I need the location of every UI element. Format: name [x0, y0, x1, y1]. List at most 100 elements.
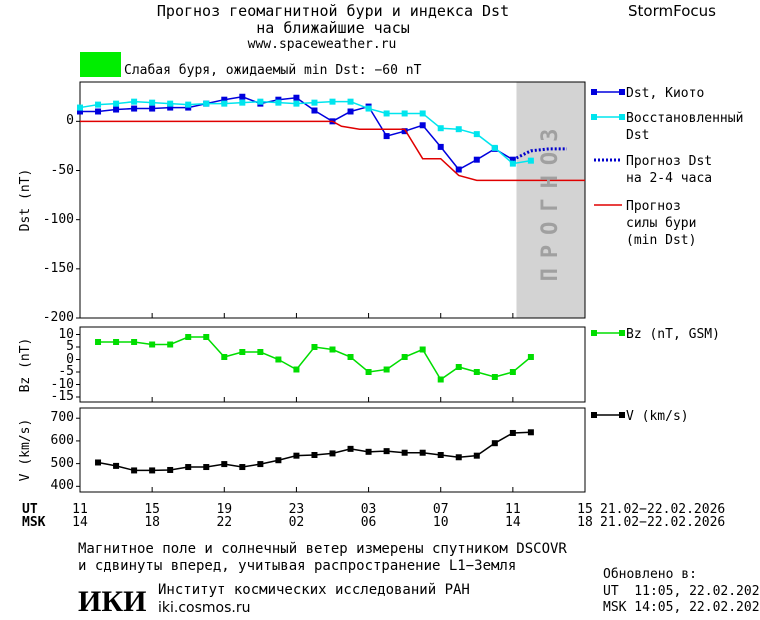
brand: StormFocus [628, 2, 716, 20]
point [455, 166, 462, 173]
point [329, 346, 336, 353]
legend-marker [591, 89, 597, 95]
point [401, 354, 408, 360]
point [185, 334, 192, 340]
point [293, 452, 300, 459]
status-swatch [80, 52, 121, 77]
point [437, 376, 444, 383]
y-tick-label: 0 [66, 351, 74, 367]
series-line [79, 100, 532, 165]
x-tick-label-msk: 18 [577, 515, 593, 530]
point [185, 464, 192, 471]
point [419, 346, 426, 353]
point [527, 429, 534, 436]
point [293, 94, 300, 101]
point [473, 156, 480, 163]
point [329, 98, 336, 105]
point [311, 344, 318, 350]
point [185, 101, 192, 108]
point [527, 157, 534, 164]
point [347, 98, 354, 105]
point [113, 100, 120, 107]
point [203, 334, 210, 340]
point [95, 101, 102, 108]
point [275, 356, 282, 363]
x-tick-label-ut: 23 [288, 502, 305, 517]
point [239, 93, 246, 100]
point [257, 461, 264, 468]
legend-label: Dst, Киото [626, 86, 705, 101]
point [239, 99, 246, 106]
point [257, 98, 264, 105]
point [131, 98, 138, 105]
updated-time: MSK 14:05, 22.02.2026 [603, 600, 760, 615]
point [293, 100, 300, 107]
legend-label: Прогноз Dst на 2-4 часа [626, 154, 713, 186]
x-tick-label-msk: 14 [72, 515, 88, 530]
title: Прогноз геомагнитной бури и индекса Dst [156, 2, 510, 20]
point [149, 99, 156, 106]
x-tick-label-msk: 18 [144, 515, 160, 530]
point [221, 100, 228, 107]
logo: ИКИ [78, 585, 147, 618]
x-axis-label: UT [22, 502, 38, 517]
point [383, 366, 390, 373]
point [167, 466, 174, 473]
y-axis-label: V (km/s) [18, 418, 33, 482]
point [113, 462, 120, 469]
x-tick-label-ut: 07 [432, 502, 449, 517]
point [527, 354, 534, 360]
point [113, 106, 120, 113]
point [419, 449, 426, 456]
point [311, 451, 318, 458]
point [455, 126, 462, 133]
note: Магнитное поле и солнечный ветер измерен… [78, 541, 567, 557]
point [203, 464, 210, 471]
point [95, 339, 102, 345]
legend-marker [591, 330, 597, 336]
x-tick-label-ut: 11 [72, 502, 88, 517]
point [509, 160, 516, 167]
point [473, 452, 480, 459]
point [401, 110, 408, 117]
y-tick-label: 0 [66, 113, 74, 129]
point [275, 99, 282, 106]
point [365, 369, 372, 375]
point [437, 125, 444, 132]
point [113, 339, 120, 345]
point [167, 341, 174, 348]
point [491, 440, 498, 447]
point [131, 467, 138, 474]
point [383, 448, 390, 455]
y-tick-label: -150 [42, 260, 74, 276]
forecast-label: ПРОГНОЗ [537, 118, 563, 282]
y-tick-label: -50 [50, 162, 74, 178]
point [149, 341, 156, 348]
point [167, 104, 174, 111]
date-range: 21.02−22.02.2026 [600, 502, 726, 517]
y-axis-label: Dst (nT) [18, 168, 33, 232]
legend-marker [619, 412, 625, 418]
point [437, 451, 444, 458]
point [221, 461, 228, 468]
point [77, 104, 83, 111]
point [149, 105, 156, 112]
legend-label: Bz (nT, GSM) [626, 327, 720, 342]
x-tick-label-msk: 02 [288, 515, 305, 530]
y-tick-label: 5 [66, 339, 74, 354]
point [473, 369, 480, 375]
legend-marker [591, 114, 597, 120]
point [383, 110, 390, 117]
y-tick-label: -15 [50, 389, 74, 404]
point [95, 459, 102, 466]
point [491, 144, 498, 151]
point [347, 354, 354, 360]
status-text: Слабая буря, ожидаемый min Dst: −60 nT [124, 63, 422, 78]
point [401, 128, 408, 135]
y-tick-label: -200 [42, 310, 74, 325]
forecast-region [516, 82, 585, 318]
point [473, 131, 480, 138]
point [419, 122, 426, 129]
